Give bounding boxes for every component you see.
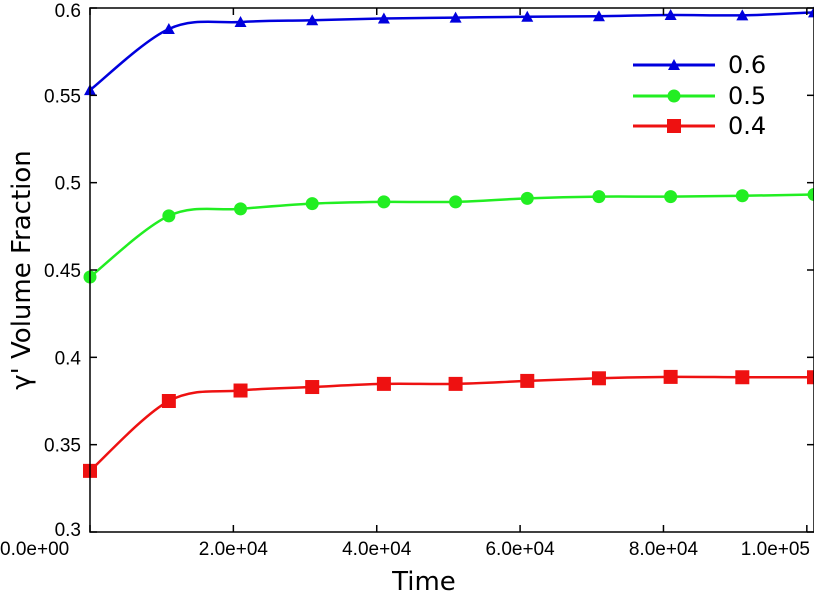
data-point-0.6 xyxy=(808,6,814,18)
series-line-0.4 xyxy=(89,375,814,472)
data-point-0.4 xyxy=(807,370,814,385)
y-tick-label: 0.5 xyxy=(55,174,81,195)
data-point-0.5 xyxy=(449,195,463,209)
data-point-0.5 xyxy=(664,190,678,204)
x-axis-title: Time xyxy=(391,567,456,594)
y-tick-label: 0.55 xyxy=(44,86,81,107)
data-point-0.5 xyxy=(520,191,534,205)
series-line-0.6 xyxy=(89,11,814,92)
data-point-0.5 xyxy=(735,189,749,203)
data-point-0.6 xyxy=(592,10,605,22)
data-point-0.4 xyxy=(305,380,320,395)
x-tick-label: 0.0e+00 xyxy=(0,539,69,560)
legend-label-0.4: 0.4 xyxy=(728,112,766,140)
data-point-0.5 xyxy=(592,190,606,204)
data-point-0.6 xyxy=(521,10,534,22)
data-point-0.6 xyxy=(162,22,175,34)
x-tick-label: 6.0e+04 xyxy=(485,539,555,560)
axis-ticks: 0.3 0.35 0.4 0.45 0.5 0.55 0.6 0.0e+00 2.0e+04 4.… xyxy=(0,1,814,560)
data-point-0.4 xyxy=(233,383,248,398)
y-tick-label: 0.35 xyxy=(44,436,81,457)
y-axis-title: γ' Volume Fraction xyxy=(7,150,37,390)
data-point-0.6 xyxy=(736,9,749,21)
data-point-0.4 xyxy=(663,369,678,384)
legend-marker-0.4 xyxy=(667,119,681,133)
data-point-0.5 xyxy=(377,195,391,209)
data-point-0.6 xyxy=(449,11,462,23)
y-tick-label: 0.45 xyxy=(44,261,81,282)
data-point-0.6 xyxy=(234,15,247,27)
data-point-0.4 xyxy=(376,376,391,391)
x-tick-label: 2.0e+04 xyxy=(199,539,269,560)
legend-marker-0.5 xyxy=(667,89,681,103)
y-tick-label: 0.4 xyxy=(55,348,82,369)
data-point-0.5 xyxy=(234,202,248,216)
data-point-0.4 xyxy=(448,376,463,391)
data-point-0.6 xyxy=(377,12,390,24)
x-tick-label: 8.0e+04 xyxy=(629,539,699,560)
x-tick-label: 1.0e+05 xyxy=(741,539,810,560)
data-point-0.4 xyxy=(735,370,750,385)
data-point-0.4 xyxy=(161,394,176,408)
data-point-0.6 xyxy=(664,8,677,20)
legend-marker-0.6 xyxy=(668,59,680,70)
y-tick-label: 0.3 xyxy=(55,520,81,541)
x-tick-label: 4.0e+04 xyxy=(342,539,412,560)
data-point-0.4 xyxy=(591,371,606,386)
legend-label-0.6: 0.6 xyxy=(728,51,766,79)
data-point-0.5 xyxy=(305,197,319,211)
data-point-0.5 xyxy=(807,188,814,202)
data-point-0.6 xyxy=(306,14,319,26)
data-point-0.5 xyxy=(162,209,176,223)
legend-label-0.5: 0.5 xyxy=(728,82,766,110)
plot-frame xyxy=(89,7,814,533)
legend: 0.6 0.50.4 xyxy=(633,51,766,140)
data-point-0.4 xyxy=(520,373,535,388)
chart-marks xyxy=(83,6,814,478)
y-tick-label: 0.6 xyxy=(55,1,81,22)
